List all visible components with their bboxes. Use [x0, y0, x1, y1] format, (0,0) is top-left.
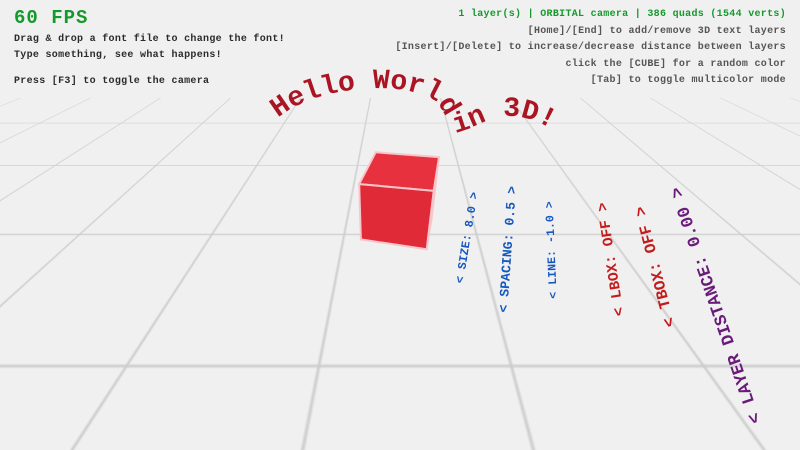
- svg-text:< TBOX: OFF >: < TBOX: OFF >: [632, 204, 680, 329]
- svg-text:< LAYER DISTANCE: 0.00 >: < LAYER DISTANCE: 0.00 >: [668, 184, 767, 426]
- svg-text:< LINE: -1.0 >: < LINE: -1.0 >: [544, 201, 561, 299]
- svg-text:< LBOX: OFF >: < LBOX: OFF >: [595, 201, 628, 317]
- svg-text:< SIZE: 8.0 >: < SIZE: 8.0 >: [453, 191, 482, 284]
- svg-text:< SPACING: 0.5 >: < SPACING: 0.5 >: [496, 186, 520, 314]
